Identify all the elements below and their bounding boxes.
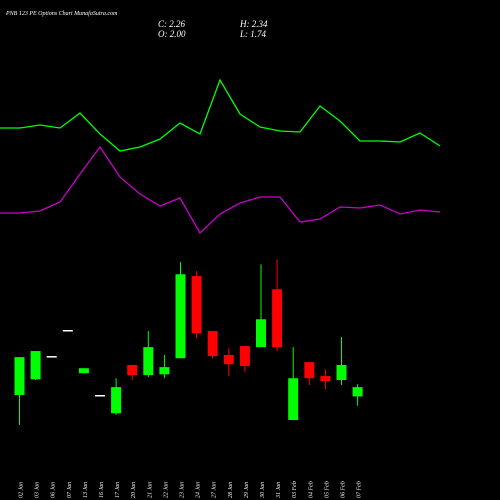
high-label: H: 2.34 [239, 19, 268, 29]
candle-body [320, 376, 331, 382]
x-tick-label: 28 Jan [228, 482, 234, 498]
candle-body [207, 331, 218, 357]
x-tick-label: 22 Jan [163, 482, 169, 498]
candle-body [78, 368, 89, 374]
candle-body [30, 351, 41, 380]
candle-body [143, 347, 154, 375]
candle-body [352, 387, 363, 397]
x-tick-label: 16 Jan [99, 482, 105, 498]
candle-body [46, 356, 57, 358]
chart-title: PNB 123 PE Options Chart MunafaSutra.com [5, 10, 118, 17]
candle-body [127, 365, 138, 375]
x-tick-label: 21 Jan [147, 482, 153, 498]
candle-body [304, 362, 315, 379]
candle-body [288, 378, 299, 420]
x-tick-label: 07 Jan [67, 482, 73, 498]
indicator-line [0, 78, 441, 152]
candle-body [14, 357, 25, 395]
x-tick-label: 04 Feb [307, 481, 314, 498]
x-tick-label: 29 Jan [244, 482, 250, 498]
close-label: C: 2.26 [158, 19, 186, 29]
candle-body [111, 387, 122, 414]
candle-body [159, 367, 170, 375]
x-tick-label: 23 Jan [180, 482, 186, 498]
candle-body [239, 346, 250, 367]
candle-body [191, 276, 202, 334]
x-tick-label: 06 Jan [51, 482, 57, 498]
candle-body [175, 274, 186, 359]
x-tick-label: 31 Jan [276, 482, 282, 499]
indicator-line [0, 145, 441, 235]
x-tick-label: 06 Feb [341, 481, 347, 498]
x-tick-label: 24 Jan [195, 482, 202, 498]
x-tick-label: 05 Feb [324, 481, 330, 498]
candle-body [95, 395, 105, 397]
candle-body [272, 289, 283, 348]
x-tick-label: 03 Feb [292, 481, 298, 498]
x-tick-label: 02 Jan [19, 482, 25, 498]
x-tick-label: 20 Jan [131, 482, 137, 498]
candle-body [62, 330, 73, 332]
x-tick-label: 27 Jan [212, 482, 218, 498]
candle-body [336, 365, 347, 380]
x-tick-label: 30 Jan [260, 482, 266, 499]
x-tick-label: 17 Jan [115, 482, 121, 498]
open-label: O: 2.00 [158, 29, 186, 39]
low-label: L: 1.74 [239, 29, 267, 39]
x-tick-label: 07 Feb [357, 481, 363, 498]
x-tick-label: 13 Jan [83, 482, 89, 498]
x-tick-label: 03 Jan [35, 482, 41, 498]
candle-body [223, 355, 234, 365]
candle-body [256, 319, 266, 348]
